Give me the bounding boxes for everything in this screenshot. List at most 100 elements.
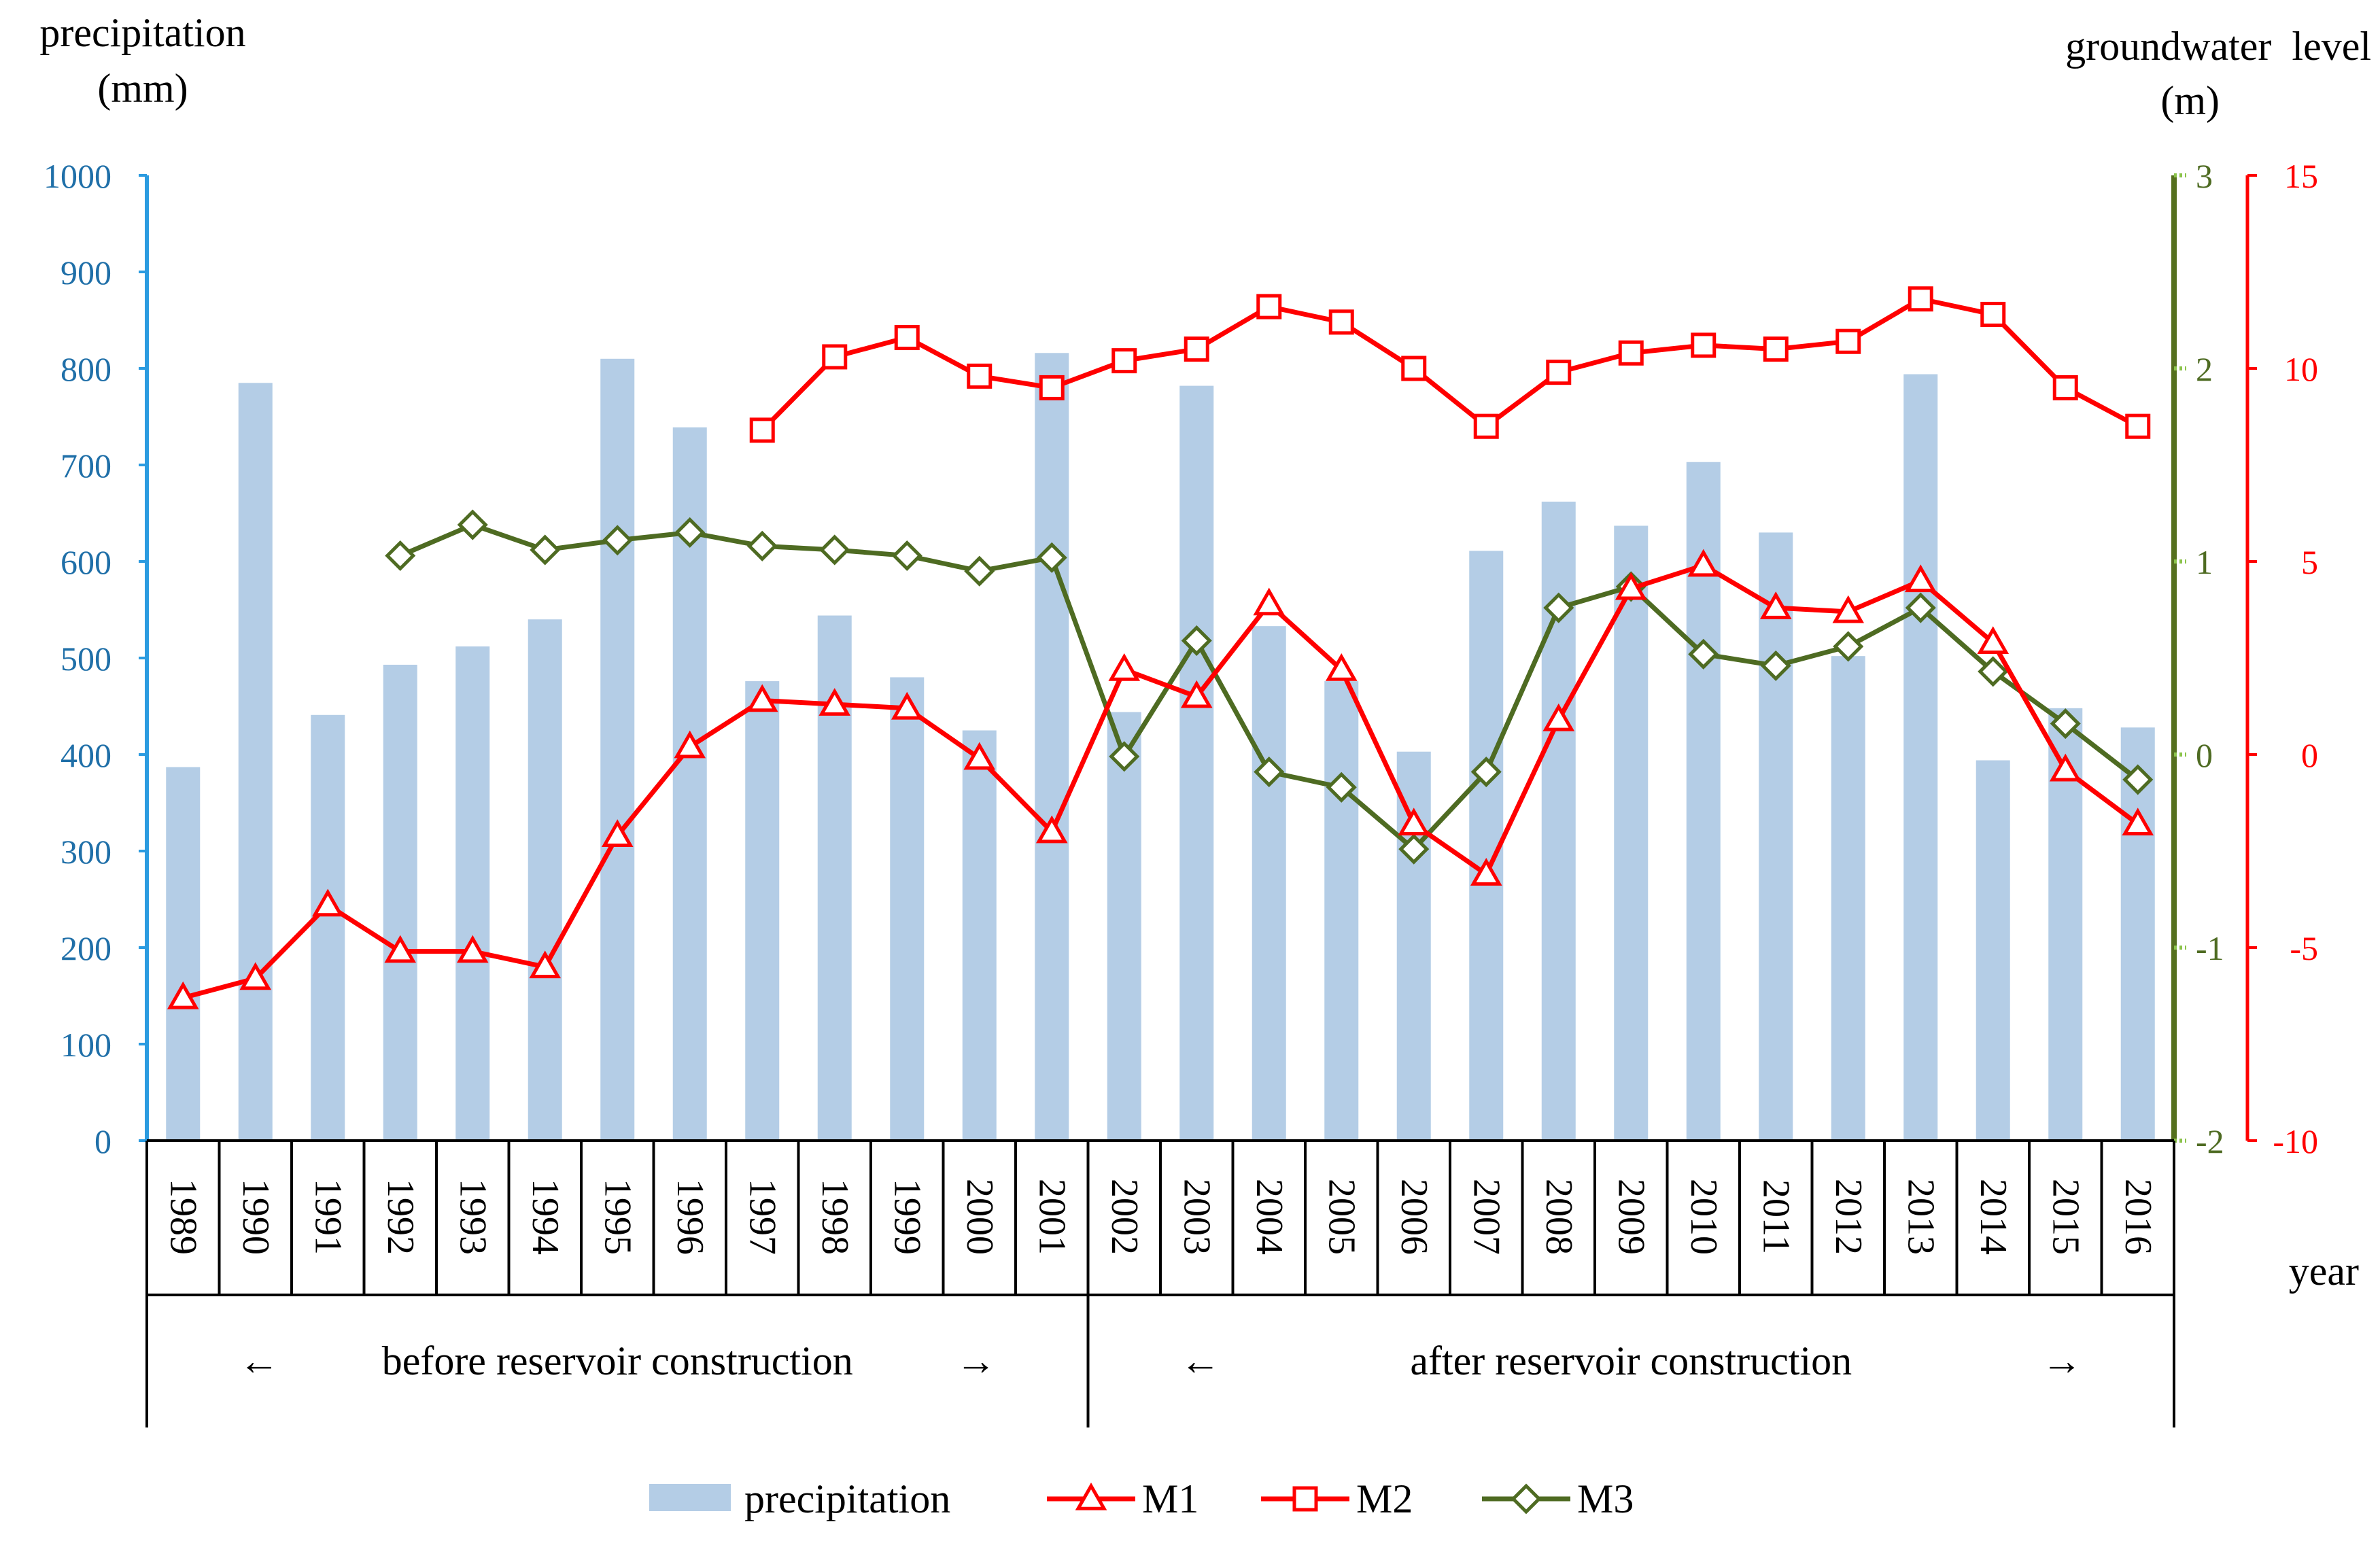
m2-point-2005 [1328, 309, 1354, 335]
year-label-2000: 2000 [959, 1179, 1001, 1255]
m3-point-1999 [891, 540, 922, 572]
year-label-2002: 2002 [1103, 1179, 1145, 1255]
outer-tick-label--5: -5 [2290, 929, 2318, 967]
m3-point-2007 [1470, 757, 1502, 788]
m2-point-2008 [1546, 360, 1572, 385]
m1-line [182, 563, 2139, 1001]
axes: 01002003004005006007008009001000-2-10123… [44, 157, 2318, 1160]
m1-point-2000 [963, 742, 996, 770]
inner-tick-label--1: -1 [2196, 929, 2224, 967]
m1-point-2013 [1904, 564, 1937, 593]
m3-point-2006 [1398, 833, 1430, 865]
legend-label-precipitation: precipitation [744, 1476, 950, 1521]
bar-2009 [1614, 525, 1649, 1141]
left-tick-label-1000: 1000 [44, 157, 111, 195]
legend-swatch-precipitation [649, 1484, 731, 1511]
m3-point-1993 [457, 509, 488, 540]
m1-point-2008 [1542, 703, 1575, 731]
year-table: 1989 1990 1991 1992 1993 1994 1995 1996 1997 1998… [145, 1139, 2175, 1427]
bar-1999 [890, 677, 925, 1141]
m1-point-2015 [2049, 753, 2082, 782]
year-label-1991: 1991 [307, 1179, 349, 1255]
m3-point-1996 [674, 517, 706, 548]
bar-1997 [745, 681, 780, 1141]
m2-point-2011 [1763, 336, 1789, 362]
m2-point-2006 [1401, 356, 1427, 381]
left-tick-label-0: 0 [94, 1122, 111, 1160]
legend-marker-m1 [1075, 1482, 1107, 1510]
m1-point-1993 [456, 935, 489, 963]
x-axis-title: year [2289, 1249, 2359, 1294]
year-label-2009: 2009 [1610, 1179, 1652, 1255]
m3-point-1994 [530, 534, 561, 566]
m3-point-1992 [385, 540, 416, 572]
m1-point-2005 [1325, 653, 1358, 681]
year-label-2004: 2004 [1248, 1179, 1290, 1255]
left-tick-label-200: 200 [61, 929, 111, 967]
year-label-1990: 1990 [235, 1179, 277, 1255]
inner-tick-label-1: 1 [2196, 543, 2213, 581]
year-label-2014: 2014 [1972, 1179, 2014, 1255]
m2-point-1998 [822, 344, 848, 370]
bar-2013 [1903, 374, 1938, 1141]
outer-tick-label-5: 5 [2301, 543, 2318, 581]
year-label-2005: 2005 [1320, 1179, 1362, 1255]
year-label-2001: 2001 [1031, 1179, 1073, 1255]
period-1-arrow-right: → [2041, 1338, 2082, 1383]
m1-point-2010 [1687, 549, 1720, 577]
m3-point-2011 [1760, 650, 1791, 681]
m1-point-2003 [1180, 680, 1213, 708]
bar-2014 [1976, 760, 2010, 1141]
year-label-1994: 1994 [524, 1179, 566, 1255]
right-axis-title-line2: (m) [2160, 78, 2220, 123]
bar-2011 [1759, 532, 1793, 1141]
m2-point-2010 [1691, 332, 1717, 358]
year-label-2012: 2012 [1827, 1179, 1869, 1255]
m1-point-2007 [1470, 858, 1502, 886]
m2-point-2001 [1039, 375, 1065, 400]
year-label-2016: 2016 [2117, 1179, 2159, 1255]
bar-2012 [1831, 656, 1865, 1141]
bar-2001 [1035, 353, 1069, 1141]
legend-label-m2: M2 [1356, 1476, 1413, 1521]
bar-2002 [1107, 712, 1141, 1141]
left-tick-label-900: 900 [61, 254, 111, 292]
m1-point-2014 [1977, 626, 2010, 655]
m1-point-2004 [1253, 587, 1286, 616]
period-1-arrow-left: ← [1180, 1338, 1221, 1383]
m3-point-2008 [1543, 592, 1574, 623]
legend: precipitation M1 M2 M3 [649, 1476, 1634, 1521]
m3-point-2014 [1978, 656, 2009, 687]
legend-marker-m2 [1292, 1486, 1318, 1512]
m1-point-1995 [601, 819, 634, 848]
m1-point-2002 [1108, 653, 1141, 681]
m2-point-2004 [1256, 294, 1282, 319]
m3-point-2015 [2050, 708, 2081, 740]
year-label-2008: 2008 [1538, 1179, 1580, 1255]
period-0-arrow-right: → [956, 1338, 997, 1383]
m3-point-2010 [1688, 638, 1719, 670]
m2-point-1999 [894, 325, 920, 351]
period-0-arrow-left: ← [239, 1338, 279, 1383]
m2-point-1997 [749, 417, 775, 443]
bar-1992 [383, 664, 417, 1141]
outer-tick-label-0: 0 [2301, 736, 2318, 774]
year-label-2006: 2006 [1393, 1179, 1435, 1255]
year-label-1998: 1998 [814, 1179, 856, 1255]
left-tick-label-800: 800 [61, 350, 111, 388]
m2-point-2015 [2052, 375, 2078, 400]
legend-marker-m3 [1511, 1483, 1542, 1514]
outer-tick-label-10: 10 [2284, 350, 2318, 388]
bar-1994 [528, 619, 562, 1141]
right-axis-title-line1: groundwater level [2065, 24, 2371, 69]
m2-point-2002 [1111, 348, 1137, 374]
m1-point-2006 [1398, 808, 1430, 835]
m2-point-2007 [1473, 413, 1499, 439]
year-label-2007: 2007 [1465, 1179, 1507, 1255]
m1-point-2001 [1035, 815, 1068, 844]
bar-2003 [1179, 385, 1214, 1141]
inner-tick-label-3: 3 [2196, 157, 2213, 195]
m2-point-2012 [1835, 328, 1861, 354]
m3-point-2013 [1905, 592, 1936, 623]
